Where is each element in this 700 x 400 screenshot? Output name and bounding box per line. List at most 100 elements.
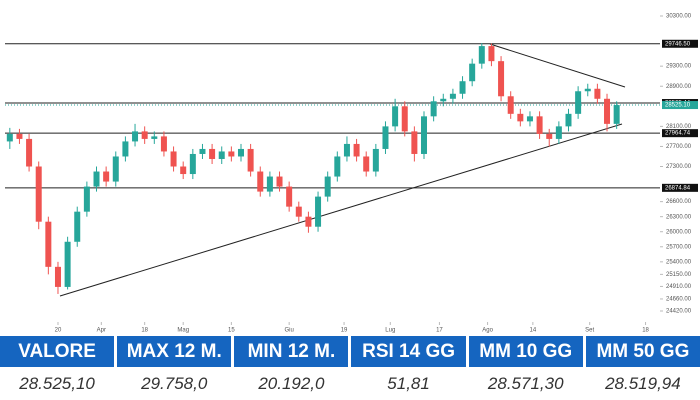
candle-body [170,151,177,167]
candle-body [122,141,129,157]
candle-body [305,216,312,227]
table-header: VALORE [0,336,115,367]
table-value: 28.525,10 [19,373,95,393]
candle-body [421,116,428,154]
candle-body [16,133,23,139]
candle-body [382,126,389,149]
candle-body [526,116,533,122]
candle-body [565,113,572,127]
x-tick-label: Lug [385,328,395,334]
table-header: MIN 12 M. [234,336,349,367]
candle-body [112,156,119,182]
x-tick-label: Ago [482,328,493,334]
table-value: 29.758,0 [141,373,208,393]
y-tick-label: 27700.00 [666,144,692,150]
candle-body [45,221,52,267]
candle-body [372,148,379,172]
table-value: 28.571,30 [487,373,564,393]
candle-body [83,186,90,212]
candle-body [575,91,582,114]
x-tick-label: Giu [284,328,293,334]
candle-body [286,186,293,207]
y-tick-label: 30300.00 [666,14,692,20]
candle-body [132,131,139,142]
candle-body [392,106,399,127]
x-tick-label: Set [585,328,594,334]
candle-body [266,176,273,192]
level-tag [662,183,698,192]
table-header: MAX 12 M. [117,336,232,367]
table-value: 51,81 [387,373,430,393]
candle-body [54,266,61,287]
candle-body [141,131,148,139]
level-label: 29746.50 [665,41,691,47]
y-tick-label: 28100.00 [666,124,692,130]
candle-body [401,106,408,132]
candle-body [343,143,350,157]
y-tick-label: 26600.00 [666,199,692,205]
candle-body [228,151,235,157]
y-tick-label: 28900.00 [666,84,692,90]
x-tick-label: 15 [228,328,235,334]
candle-body [218,151,225,159]
level-label: 27964.74 [665,131,691,137]
table-header: MM 50 GG [585,336,700,367]
candle-body [324,176,331,197]
x-tick-label: 19 [341,328,348,334]
x-tick-label: 20 [55,328,62,334]
table-value: 28.519,94 [605,373,681,393]
candle-body [594,88,601,99]
candle-body [64,241,71,287]
y-tick-label: 24420.00 [666,309,692,315]
table-header: RSI 14 GG [351,336,466,367]
candle-body [449,93,456,99]
y-tick-label: 26000.00 [666,229,692,235]
x-tick-label: Mag [177,328,189,334]
y-tick-label: 29300.00 [666,64,692,70]
candle-body [478,46,485,64]
chart: 30300.00 29300.00 28900.00 28100.00 27700.00… [5,14,698,334]
candle-body [363,156,370,172]
candle-body [35,166,42,222]
candle-body [6,133,13,142]
candle-body [199,148,206,154]
candle-body [546,133,553,139]
y-tick-label: 25700.00 [666,244,692,250]
candle-body [498,61,505,97]
y-tick-label: 27300.00 [666,164,692,170]
candle-body [536,116,543,134]
candle-body [74,211,81,242]
candle-body [247,148,254,172]
x-tick-label: 14 [530,328,537,334]
candle-body [180,166,187,175]
candle-body [430,101,437,117]
table-value: 20.192,0 [258,373,325,393]
candle-body [459,81,466,94]
candle-body [93,171,100,187]
candle-body [584,88,591,92]
candle-body [295,206,302,217]
candle-body [189,153,196,175]
quote-table: VALORE MAX 12 M. MIN 12 M. RSI 14 GG MM 10 G… [0,336,700,400]
candle-body [209,148,216,159]
candle-body [315,196,322,227]
y-tick-label: 24910.00 [666,284,692,290]
table-header: MM 10 GG [468,336,583,367]
candle-body [103,171,110,182]
candle-body [469,63,476,82]
last-price-label: 28525.10 [665,103,691,109]
candle-body [353,143,360,157]
y-tick-label: 26300.00 [666,214,692,220]
y-tick-label: 25400.00 [666,259,692,265]
candle-body [237,148,244,157]
candle-body [411,131,418,154]
candle-body [507,96,514,114]
x-tick-label: 18 [141,328,148,334]
candle-body [613,105,620,124]
x-tick-label: Apr [97,328,106,334]
trend-line [489,43,626,88]
level-label: 26874.84 [665,185,691,191]
x-tick-label: 18 [642,328,649,334]
candle-body [26,138,33,167]
candle-body [160,136,167,152]
